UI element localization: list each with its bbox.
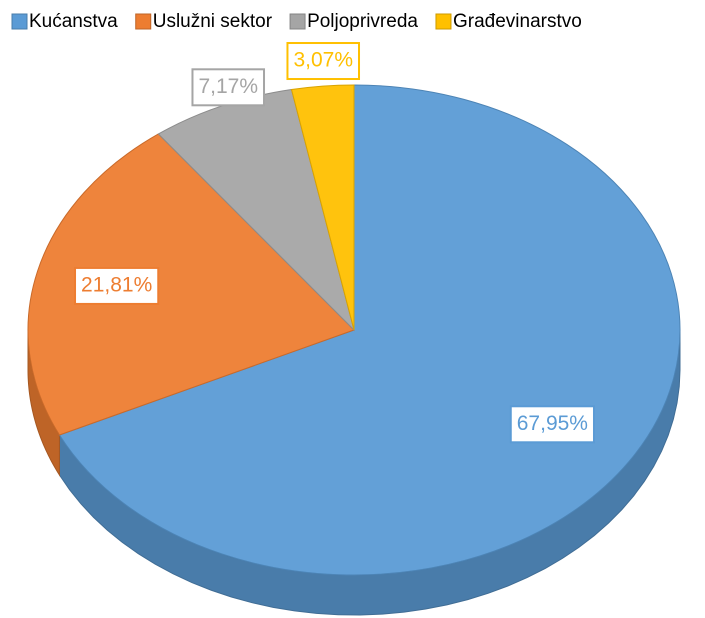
slice bbox=[290, 84, 355, 331]
legend-label: Poljoprivreda bbox=[307, 11, 418, 32]
data-label: 3,07% bbox=[293, 49, 353, 72]
legend-swatch bbox=[435, 13, 452, 30]
data-label-group: 67,95% bbox=[509, 405, 595, 444]
data-label: 7,17% bbox=[198, 75, 258, 98]
data-label: 21,81% bbox=[81, 273, 152, 296]
legend-label: Građevinarstvo bbox=[453, 11, 582, 32]
legend-swatch bbox=[135, 13, 152, 30]
legend-swatch bbox=[11, 13, 28, 30]
data-label-group: 21,81% bbox=[74, 266, 160, 305]
legend-label: Kućanstva bbox=[29, 11, 118, 32]
data-label-box bbox=[286, 42, 361, 81]
data-label-box bbox=[191, 68, 266, 107]
legend-swatch bbox=[289, 13, 306, 30]
data-label-box bbox=[74, 266, 160, 305]
data-label-box bbox=[509, 405, 595, 444]
slice bbox=[58, 84, 681, 576]
data-label: 67,95% bbox=[517, 412, 588, 435]
legend-label: Uslužni sektor bbox=[153, 11, 273, 32]
data-label-group: 3,07% bbox=[286, 42, 361, 81]
slice bbox=[27, 133, 355, 436]
data-label-group: 7,17% bbox=[191, 68, 266, 107]
